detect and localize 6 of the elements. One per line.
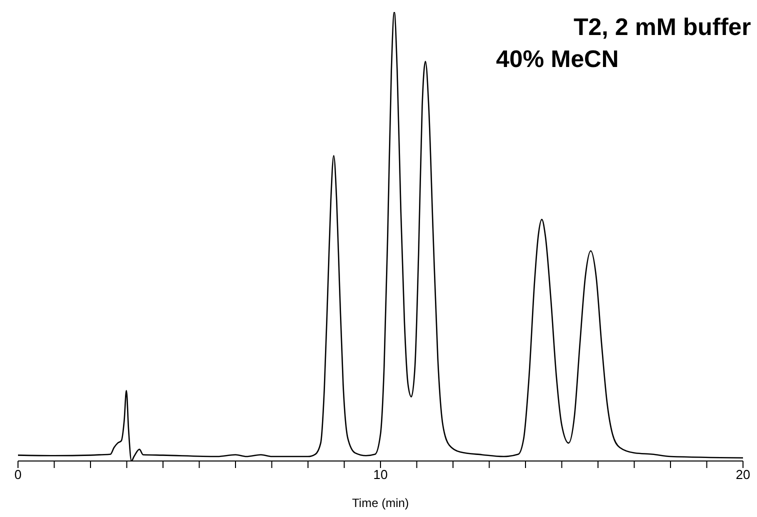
text: 40% MeCN <box>496 46 619 74</box>
x-tick-label: 0 <box>14 467 22 482</box>
x-tick-label: 20 <box>736 467 750 482</box>
x-axis-title: Time (min) <box>352 496 409 510</box>
chart-title: T2, 2 mM buffer <box>574 14 751 42</box>
x-tick-label: 10 <box>373 467 388 482</box>
